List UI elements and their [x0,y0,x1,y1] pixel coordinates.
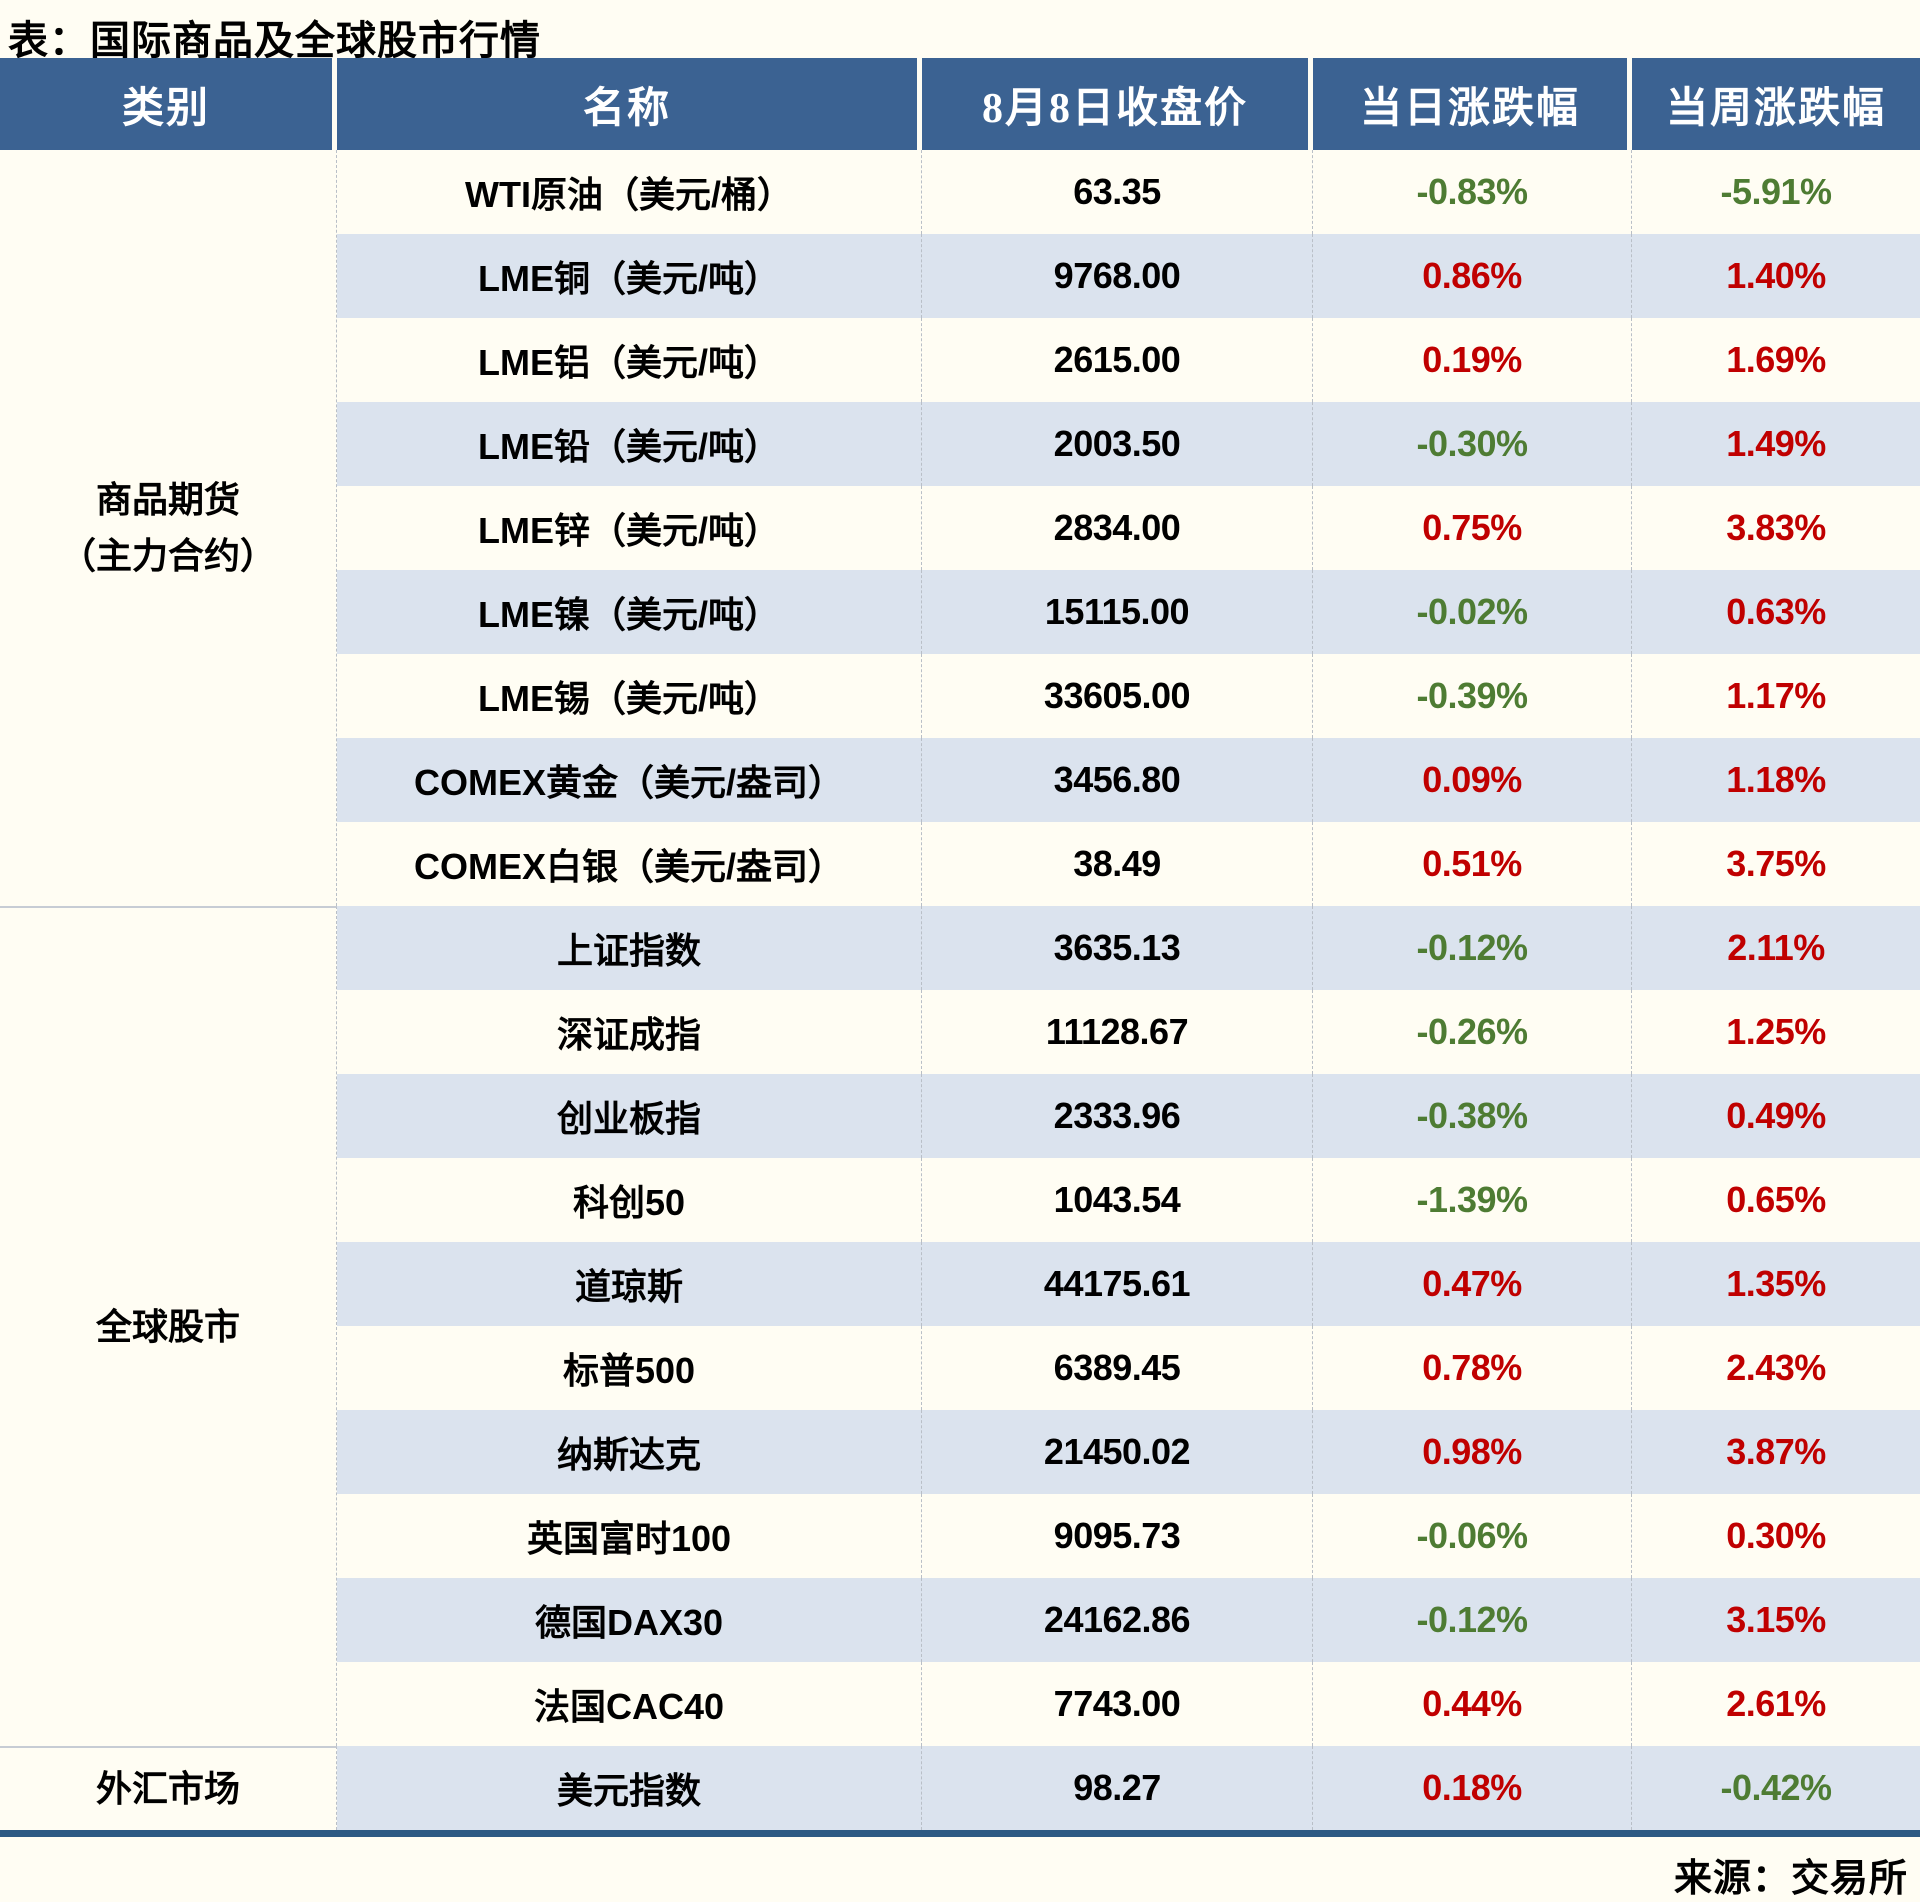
close-price-cell: 15115.00 [922,570,1313,654]
day-change-cell: 0.09% [1313,738,1632,822]
week-change-cell: 1.49% [1632,402,1920,486]
col-header-day-change: 当日涨跌幅 [1313,58,1632,150]
close-price-cell: 2333.96 [922,1074,1313,1158]
day-change-cell: -0.83% [1313,150,1632,234]
name-cell: 创业板指 [337,1074,922,1158]
close-price-cell: 9768.00 [922,234,1313,318]
page-title: 表：国际商品及全球股市行情 [8,19,541,63]
week-change-cell: 3.87% [1632,1410,1920,1494]
week-change-cell: 1.18% [1632,738,1920,822]
day-change-cell: 0.18% [1313,1746,1632,1830]
day-change-cell: -0.39% [1313,654,1632,738]
name-cell: 标普500 [337,1326,922,1410]
name-cell: LME铝（美元/吨） [337,318,922,402]
day-change-cell: 0.78% [1313,1326,1632,1410]
day-change-cell: -0.38% [1313,1074,1632,1158]
day-change-cell: -0.02% [1313,570,1632,654]
day-change-cell: -0.06% [1313,1494,1632,1578]
day-change-cell: -0.12% [1313,906,1632,990]
day-change-cell: 0.51% [1313,822,1632,906]
day-change-cell: 0.98% [1313,1410,1632,1494]
week-change-cell: 0.65% [1726,1179,1826,1220]
week-change-cell: 0.30% [1726,1515,1826,1556]
close-price-cell: 33605.00 [922,654,1313,738]
name-cell: LME锡（美元/吨） [337,654,922,738]
close-price-cell: 44175.61 [922,1242,1313,1326]
name-cell: 法国CAC40 [337,1662,922,1746]
name-cell: 英国富时100 [337,1494,922,1578]
category-cell: 商品期货 （主力合约） [0,150,337,906]
name-cell: LME镍（美元/吨） [337,570,922,654]
col-header-week-change: 当周涨跌幅 [1632,58,1920,150]
name-cell: 道琼斯 [337,1242,922,1326]
week-change-cell: 3.15% [1632,1578,1920,1662]
week-change-cell: 1.25% [1726,1011,1826,1052]
week-change-cell: 3.83% [1726,507,1826,548]
week-change-cell: 0.63% [1632,570,1920,654]
day-change-cell: 0.86% [1313,234,1632,318]
week-change-cell: 1.69% [1726,339,1826,380]
name-cell: 美元指数 [337,1746,922,1830]
source-note: 来源：交易所 [1673,1858,1908,1900]
name-cell: 上证指数 [337,906,922,990]
close-price-cell: 2615.00 [922,318,1313,402]
col-header-close-price: 8月8日收盘价 [922,58,1313,150]
week-change-cell: 0.49% [1632,1074,1920,1158]
name-cell: LME锌（美元/吨） [337,486,922,570]
week-change-cell: -5.91% [1720,171,1832,212]
market-table: 类别 名称 8月8日收盘价 当日涨跌幅 当周涨跌幅 商品期货 （主力合约） 全球股市… [0,58,1920,1830]
week-change-cell: 1.40% [1632,234,1920,318]
day-change-cell: -0.30% [1313,402,1632,486]
table-bottom-border [0,1830,1920,1837]
close-price-cell: 1043.54 [922,1158,1313,1242]
week-change-cell: 2.61% [1726,1683,1826,1724]
day-change-cell: -0.26% [1313,990,1632,1074]
week-change-cell: 3.75% [1726,843,1826,884]
week-change-cell: 1.17% [1726,675,1826,716]
close-price-cell: 2003.50 [922,402,1313,486]
name-cell: 纳斯达克 [337,1410,922,1494]
day-change-cell: -1.39% [1313,1158,1632,1242]
close-price-cell: 98.27 [922,1746,1313,1830]
close-price-cell: 24162.86 [922,1578,1313,1662]
close-price-cell: 38.49 [922,822,1313,906]
col-header-name: 名称 [337,58,922,150]
name-cell: LME铅（美元/吨） [337,402,922,486]
close-price-cell: 21450.02 [922,1410,1313,1494]
col-header-category: 类别 [0,58,337,150]
close-price-cell: 2834.00 [922,486,1313,570]
close-price-cell: 3635.13 [922,906,1313,990]
close-price-cell: 63.35 [922,150,1313,234]
day-change-cell: 0.75% [1313,486,1632,570]
day-change-cell: -0.12% [1313,1578,1632,1662]
close-price-cell: 9095.73 [922,1494,1313,1578]
name-cell: LME铜（美元/吨） [337,234,922,318]
day-change-cell: 0.47% [1313,1242,1632,1326]
close-price-cell: 7743.00 [922,1662,1313,1746]
category-cell: 全球股市 [0,906,337,1746]
week-change-cell: 2.11% [1632,906,1920,990]
name-cell: 深证成指 [337,990,922,1074]
week-change-cell: 2.43% [1726,1347,1826,1388]
week-change-cell: 1.35% [1632,1242,1920,1326]
name-cell: WTI原油（美元/桶） [337,150,922,234]
close-price-cell: 11128.67 [922,990,1313,1074]
close-price-cell: 6389.45 [922,1326,1313,1410]
day-change-cell: 0.44% [1313,1662,1632,1746]
name-cell: COMEX白银（美元/盎司） [337,822,922,906]
day-change-cell: 0.19% [1313,318,1632,402]
name-cell: 科创50 [337,1158,922,1242]
close-price-cell: 3456.80 [922,738,1313,822]
name-cell: COMEX黄金（美元/盎司） [337,738,922,822]
name-cell: 德国DAX30 [337,1578,922,1662]
week-change-cell: -0.42% [1632,1746,1920,1830]
category-cell: 外汇市场 [0,1746,337,1830]
